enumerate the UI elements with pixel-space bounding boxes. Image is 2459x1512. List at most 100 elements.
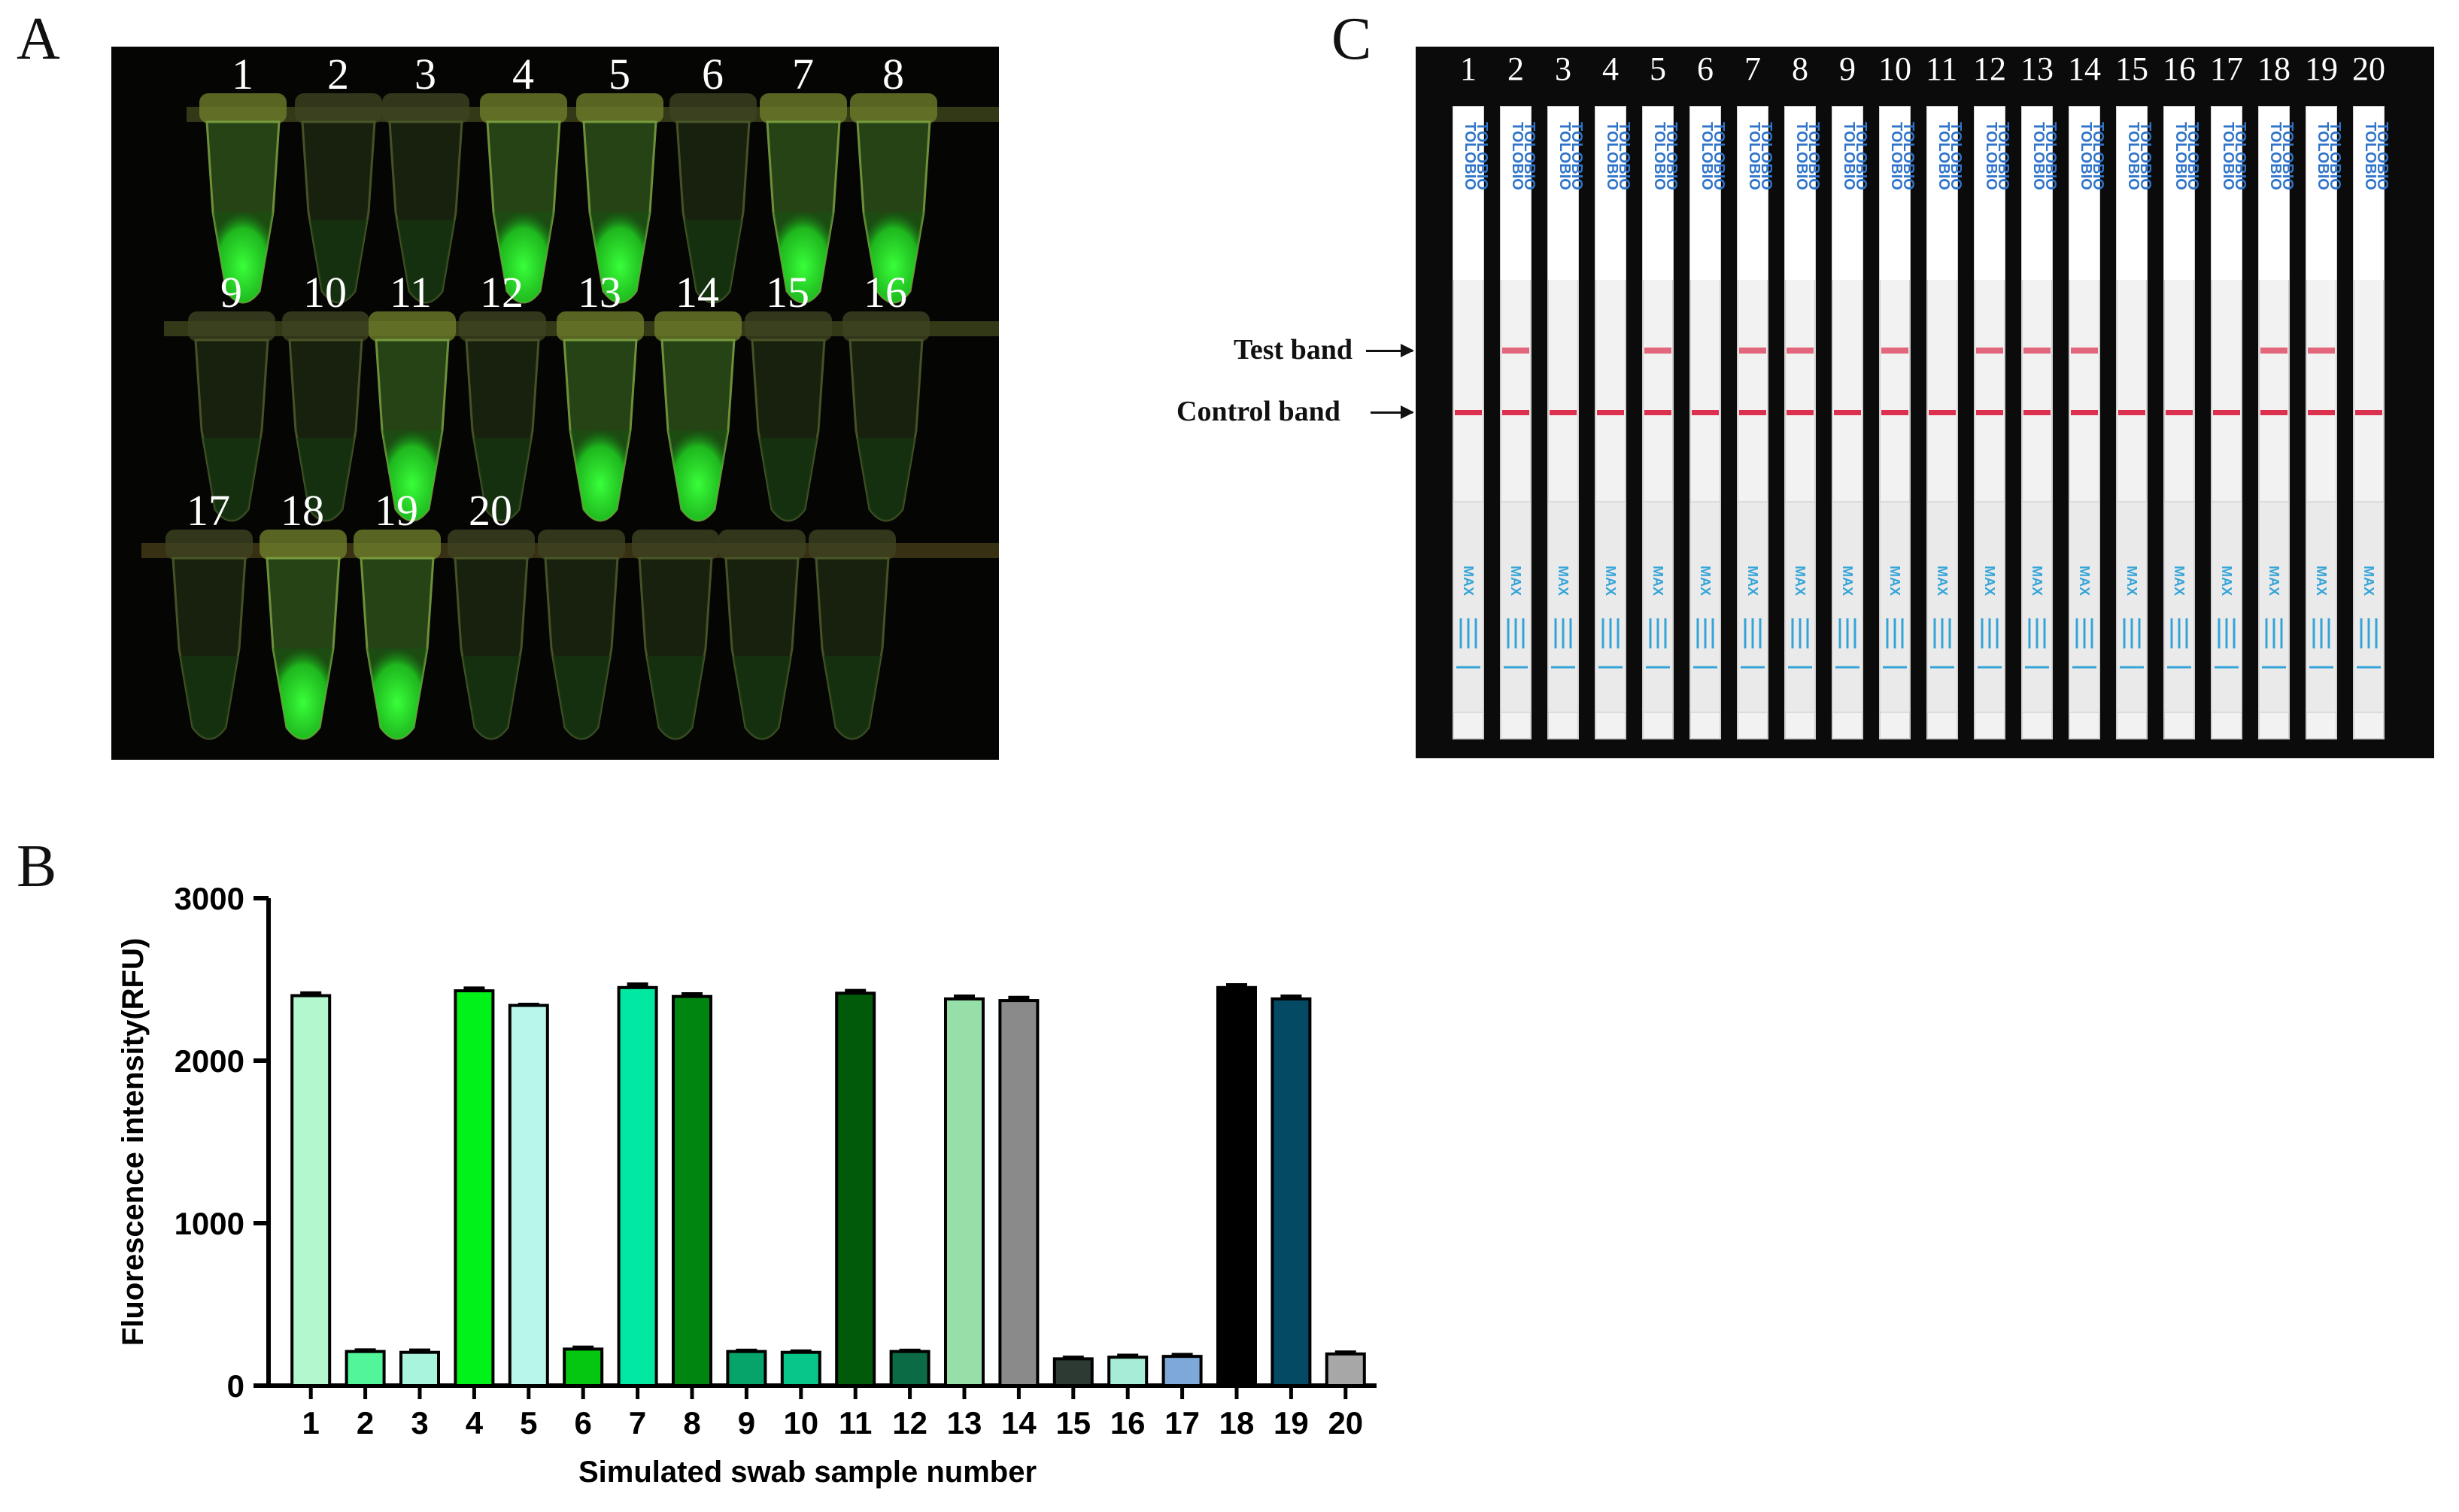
x-tick-label: 10	[783, 1405, 818, 1441]
test-band	[1787, 348, 1814, 354]
bar-19	[1270, 997, 1312, 1388]
x-tick-label: 4	[466, 1405, 484, 1441]
strip-brand-text: TOLOBIO	[2030, 122, 2047, 190]
strip-brand-text: TOLOBIO	[1900, 122, 1917, 190]
strip-label-14: 14	[2068, 50, 2101, 87]
x-tick-label: 7	[629, 1405, 646, 1441]
control-band	[1739, 410, 1766, 415]
test-band	[2308, 348, 2335, 354]
x-tick-label: 15	[1055, 1405, 1091, 1441]
x-tick-label: 6	[575, 1405, 592, 1441]
strip-brand-text: TOLOBIO	[2137, 122, 2154, 190]
control-band	[2071, 410, 2098, 415]
control-band	[2166, 410, 2193, 415]
fluorescence-bar-chart: 0 1000 2000 3000 1 2 3 4 5 6 7 8 9 10 11 12 13 14 15 16 17 18…	[105, 827, 1429, 1508]
test-band	[1644, 348, 1671, 354]
tube-19	[354, 530, 441, 740]
tube-label-5: 5	[609, 50, 630, 99]
tube-label-3: 3	[414, 50, 436, 99]
strip-brand-text: TOLOBIO	[2279, 122, 2296, 190]
tube-label-13: 13	[578, 268, 621, 317]
control-band	[1455, 410, 1482, 415]
test-band-label: Test band	[1234, 334, 1353, 366]
control-band	[2308, 410, 2335, 415]
tube-9	[188, 311, 275, 522]
tube-1	[199, 93, 287, 304]
tube-2	[295, 93, 382, 304]
strip-brand-text: TOLOBIO	[2220, 122, 2236, 190]
strip-label-7: 7	[1744, 50, 1761, 87]
bar-20	[1325, 1352, 1366, 1388]
control-band	[1692, 410, 1719, 415]
strip-brand-text: TOLOBIO	[1474, 122, 1490, 190]
bar-4	[454, 989, 495, 1387]
strip-max-text: MAX	[2172, 566, 2187, 596]
strip-max-text: MAX	[1650, 566, 1665, 596]
tube-label-11: 11	[390, 268, 432, 317]
y-tick-label: 2000	[175, 1043, 244, 1079]
control-band	[1834, 410, 1861, 415]
strip-brand-text: TOLOBIO	[2184, 122, 2201, 190]
tube-unlabeled-1	[538, 530, 625, 740]
strip-brand-text: TOLOBIO	[2327, 122, 2343, 190]
strip-brand-text: TOLOBIO	[2125, 122, 2142, 190]
x-tick-label: 11	[839, 1405, 872, 1441]
strip-brand-text: TOLOBIO	[1509, 122, 1525, 190]
strip-brand-text: TOLOBIO	[1947, 122, 1964, 190]
strip-brand-text: TOLOBIO	[1746, 122, 1762, 190]
strip-brand-text: TOLOBIO	[1521, 122, 1538, 190]
control-band	[1881, 410, 1908, 415]
x-tick-label: 20	[1328, 1405, 1363, 1441]
test-band	[1739, 348, 1766, 354]
tube-15	[745, 311, 832, 522]
tube-17	[165, 530, 253, 740]
strip-label-13: 13	[2020, 50, 2054, 87]
strip-label-3: 3	[1555, 50, 1571, 87]
control-band	[2118, 410, 2145, 415]
control-band	[1502, 410, 1529, 415]
strip-brand-text: TOLOBIO	[1793, 122, 1810, 190]
tube-13	[557, 311, 644, 522]
tube-6	[669, 93, 757, 304]
tube-label-18: 18	[281, 486, 324, 535]
control-band	[1976, 410, 2003, 415]
x-tick-label: 12	[892, 1405, 927, 1441]
strip-label-6: 6	[1697, 50, 1714, 87]
bar-6	[563, 1347, 604, 1388]
strip-array: TOLOBIOTOLOBIOMAXTOLOBIOTOLOBIOMAXTOLOBI…	[1453, 106, 2391, 739]
x-tick-label: 16	[1110, 1405, 1146, 1441]
strip-brand-text: TOLOBIO	[1805, 122, 1822, 190]
strip-max-text: MAX	[2124, 566, 2139, 596]
strip-max-text: MAX	[1982, 566, 1997, 596]
bar-5	[508, 1003, 549, 1387]
x-tick-label: 9	[738, 1405, 755, 1441]
strip-brand-text: TOLOBIO	[1663, 122, 1680, 190]
tube-14	[654, 311, 742, 522]
strip-label-11: 11	[1926, 50, 1958, 87]
strip-label-2: 2	[1507, 50, 1524, 87]
strip-brand-text: TOLOBIO	[1699, 122, 1715, 190]
tube-8	[850, 93, 937, 304]
strip-max-text: MAX	[2029, 566, 2045, 596]
strip-max-text: MAX	[1745, 566, 1760, 596]
x-tick-label: 14	[1001, 1405, 1037, 1441]
bar-1	[290, 994, 332, 1388]
tube-label-6: 6	[702, 50, 724, 99]
bar-10	[780, 1350, 821, 1387]
y-tick-label: 3000	[175, 881, 244, 916]
strip-brand-text: TOLOBIO	[1995, 122, 2011, 190]
x-tick-label: 17	[1164, 1405, 1200, 1441]
strip-max-text: MAX	[1603, 566, 1618, 596]
strip-max-text: MAX	[2314, 566, 2329, 596]
strip-label-20: 20	[2352, 50, 2385, 87]
strip-max-text: MAX	[1461, 566, 1476, 596]
strip-label-10: 10	[1878, 50, 1911, 87]
strip-brand-text: TOLOBIO	[1853, 122, 1869, 190]
tube-label-12: 12	[480, 268, 524, 317]
